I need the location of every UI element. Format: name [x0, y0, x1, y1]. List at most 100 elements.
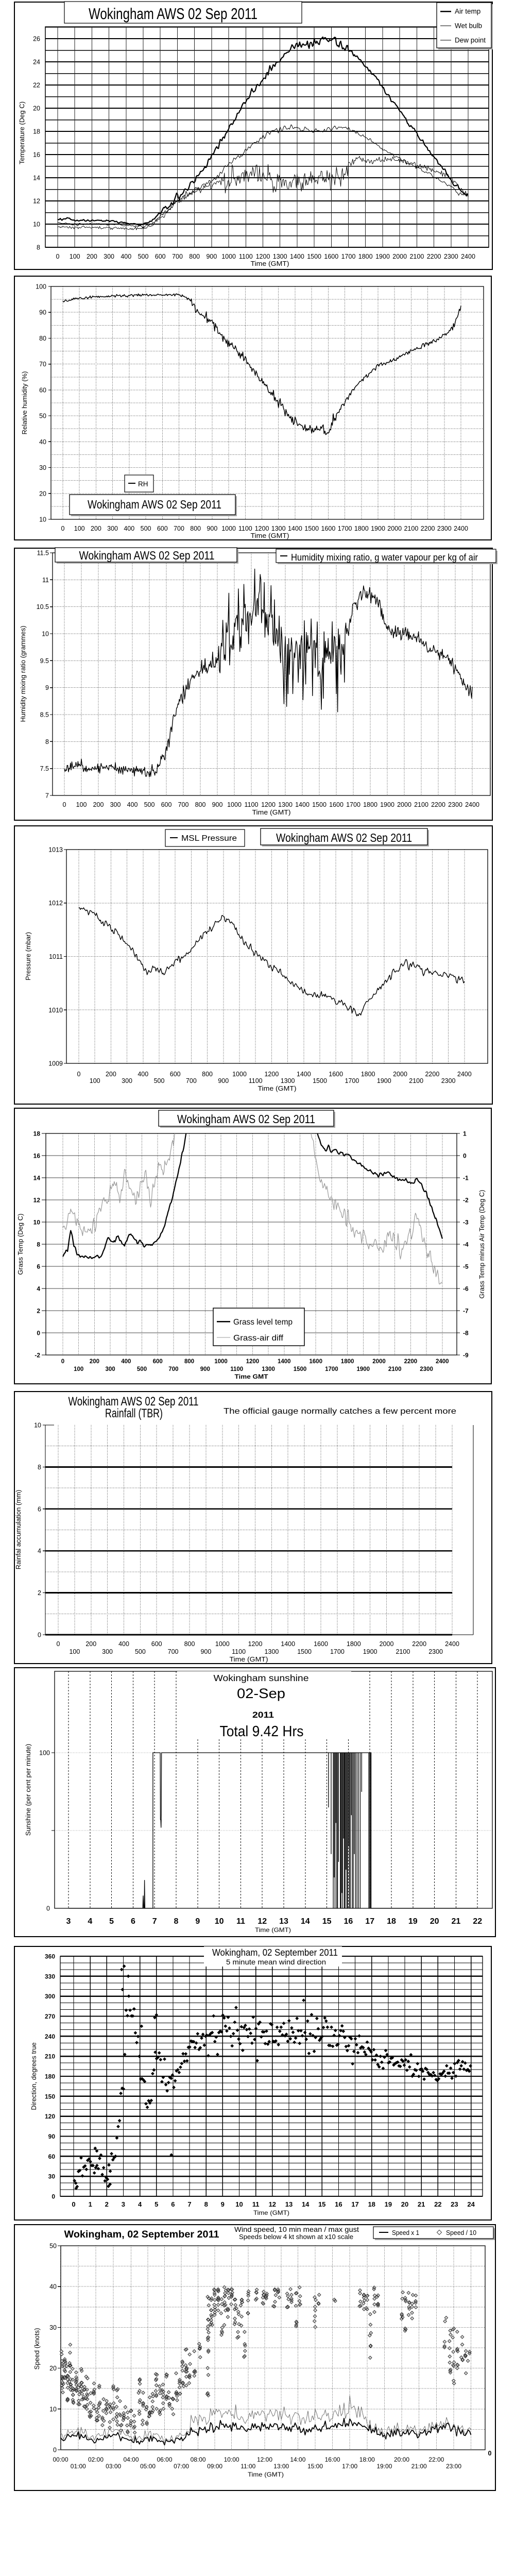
- svg-text:300: 300: [45, 1993, 55, 2000]
- svg-text:1100: 1100: [245, 801, 259, 808]
- svg-text:Time (GMT): Time (GMT): [253, 2209, 289, 2216]
- svg-text:2400: 2400: [457, 1071, 472, 1078]
- svg-text:700: 700: [172, 253, 183, 260]
- svg-text:1100: 1100: [238, 525, 252, 532]
- svg-text:1900: 1900: [375, 253, 390, 260]
- svg-text:16: 16: [33, 1153, 41, 1160]
- svg-text:1900: 1900: [357, 1366, 370, 1372]
- svg-text:0: 0: [37, 1330, 40, 1337]
- svg-text:12: 12: [33, 1197, 41, 1204]
- svg-text:900: 900: [207, 525, 217, 532]
- svg-text:2200: 2200: [431, 801, 445, 808]
- svg-text:1: 1: [89, 2200, 92, 2208]
- svg-text:4: 4: [138, 2200, 142, 2208]
- svg-text:1200: 1200: [256, 253, 270, 260]
- svg-text:22: 22: [33, 82, 40, 89]
- svg-text:07:00: 07:00: [174, 2463, 189, 2470]
- svg-text:Wokingham AWS 02 Sep 2011: Wokingham AWS 02 Sep 2011: [276, 831, 412, 844]
- svg-text:MSL Pressure: MSL Pressure: [181, 834, 237, 843]
- svg-text:9: 9: [221, 2200, 225, 2208]
- svg-text:2300: 2300: [444, 253, 458, 260]
- svg-text:2: 2: [37, 1308, 40, 1315]
- svg-text:1700: 1700: [338, 525, 352, 532]
- svg-text:400: 400: [118, 1640, 129, 1648]
- svg-text:2200: 2200: [427, 253, 441, 260]
- svg-text:1000: 1000: [221, 525, 236, 532]
- svg-text:6: 6: [171, 2200, 175, 2208]
- svg-text:Wokingham AWS 02 Sep 2011: Wokingham AWS 02 Sep 2011: [88, 498, 221, 511]
- svg-text:200: 200: [87, 253, 97, 260]
- svg-text:RH: RH: [138, 480, 148, 488]
- svg-text:13:00: 13:00: [273, 2463, 289, 2470]
- svg-text:2100: 2100: [409, 1077, 423, 1084]
- svg-text:5: 5: [109, 1917, 114, 1926]
- svg-text:Total 9.42 Hrs: Total 9.42 Hrs: [220, 1723, 304, 1740]
- svg-text:9.5: 9.5: [40, 657, 49, 665]
- svg-text:500: 500: [138, 253, 149, 260]
- svg-text:14: 14: [302, 2200, 310, 2208]
- svg-text:400: 400: [121, 253, 131, 260]
- svg-text:0: 0: [63, 801, 66, 808]
- svg-text:2100: 2100: [388, 1366, 402, 1372]
- svg-text:Time (GMT): Time (GMT): [248, 2471, 284, 2478]
- svg-text:11: 11: [42, 577, 49, 584]
- svg-text:600: 600: [151, 1640, 162, 1648]
- svg-text:22: 22: [473, 1917, 482, 1926]
- svg-text:700: 700: [186, 1077, 197, 1084]
- svg-text:1900: 1900: [371, 525, 385, 532]
- svg-text:1300: 1300: [262, 1366, 275, 1372]
- svg-text:16: 16: [33, 151, 40, 159]
- svg-text:Time (GMT): Time (GMT): [251, 532, 289, 539]
- svg-text:1600: 1600: [314, 1640, 328, 1648]
- svg-text:2011: 2011: [252, 1710, 274, 1720]
- svg-text:Wokingham AWS 02 Sep 2011: Wokingham AWS 02 Sep 2011: [89, 5, 258, 23]
- svg-text:70: 70: [39, 361, 46, 368]
- svg-text:600: 600: [161, 801, 172, 808]
- svg-text:1300: 1300: [281, 1077, 295, 1084]
- svg-text:10: 10: [33, 221, 40, 228]
- svg-text:16: 16: [335, 2200, 342, 2208]
- svg-text:1500: 1500: [313, 1077, 327, 1084]
- svg-text:21: 21: [452, 1917, 461, 1926]
- svg-text:2300: 2300: [448, 801, 462, 808]
- svg-text:0: 0: [46, 1905, 50, 1912]
- svg-text:2000: 2000: [392, 253, 407, 260]
- svg-text:0: 0: [38, 1632, 41, 1639]
- svg-text:1000: 1000: [214, 1359, 228, 1365]
- svg-text:1600: 1600: [329, 801, 344, 808]
- svg-text:100: 100: [90, 1077, 100, 1084]
- svg-text:05:00: 05:00: [140, 2463, 156, 2470]
- svg-text:900: 900: [218, 1077, 229, 1084]
- svg-text:Wokingham sunshine: Wokingham sunshine: [214, 1673, 309, 1683]
- svg-text:21: 21: [418, 2200, 425, 2208]
- svg-text:0: 0: [61, 525, 65, 532]
- svg-text:06:00: 06:00: [157, 2456, 172, 2463]
- svg-text:1900: 1900: [380, 801, 394, 808]
- svg-text:300: 300: [107, 525, 118, 532]
- svg-text:1200: 1200: [255, 525, 269, 532]
- svg-text:Rainfal accumulation (mm): Rainfal accumulation (mm): [14, 1490, 22, 1570]
- svg-text:17: 17: [365, 1917, 374, 1926]
- svg-text:6: 6: [37, 1263, 40, 1270]
- svg-text:1700: 1700: [346, 801, 360, 808]
- svg-text:8: 8: [37, 244, 40, 251]
- svg-text:10: 10: [33, 1219, 41, 1226]
- svg-text:14:00: 14:00: [290, 2456, 305, 2463]
- svg-text:10.5: 10.5: [37, 603, 49, 611]
- svg-text:16: 16: [344, 1917, 353, 1926]
- svg-text:2200: 2200: [425, 1071, 439, 1078]
- svg-text:2200: 2200: [412, 1640, 426, 1648]
- svg-text:2000: 2000: [397, 801, 411, 808]
- svg-text:14: 14: [33, 1175, 41, 1182]
- svg-text:2300: 2300: [428, 1648, 443, 1655]
- svg-text:13: 13: [285, 2200, 293, 2208]
- svg-text:900: 900: [212, 801, 223, 808]
- svg-text:12: 12: [269, 2200, 276, 2208]
- svg-text:300: 300: [106, 1366, 115, 1372]
- svg-text:14: 14: [301, 1917, 310, 1926]
- svg-text:0: 0: [72, 2200, 75, 2208]
- svg-text:9: 9: [195, 1917, 200, 1926]
- svg-text:1100: 1100: [230, 1366, 243, 1372]
- svg-text:1009: 1009: [48, 1060, 63, 1067]
- svg-text:Relative humidity (%): Relative humidity (%): [21, 371, 28, 435]
